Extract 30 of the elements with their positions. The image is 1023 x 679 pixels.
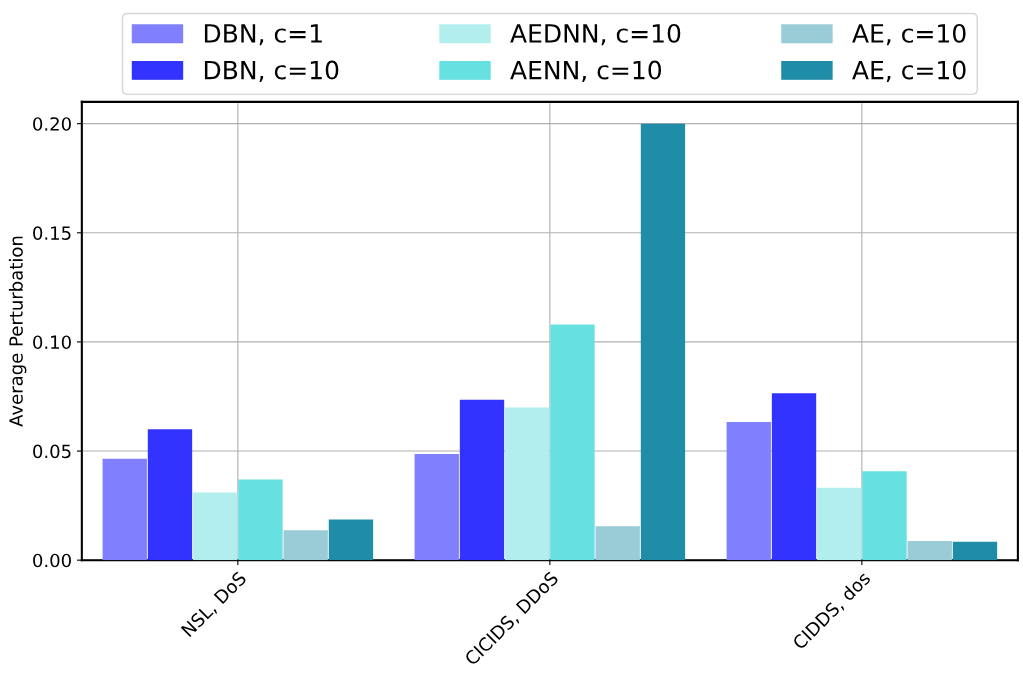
bar xyxy=(550,324,595,561)
bar xyxy=(414,453,459,561)
bar xyxy=(505,407,550,561)
bar xyxy=(459,399,505,561)
y-tick-label: 0.05 xyxy=(33,444,71,459)
y-tick-label: 0.10 xyxy=(33,335,71,350)
bar xyxy=(238,479,283,561)
bar xyxy=(907,540,952,561)
legend-label: AENN, c=10 xyxy=(510,60,662,83)
bar xyxy=(640,123,686,561)
legend-label: AE, c=10 xyxy=(852,60,966,83)
bar xyxy=(726,422,771,561)
y-tick-label: 0.20 xyxy=(33,117,71,131)
bar xyxy=(328,519,374,561)
bar xyxy=(147,429,193,561)
bar xyxy=(283,530,328,561)
legend-label: DBN, c=10 xyxy=(204,60,339,83)
bar xyxy=(193,492,238,561)
bar xyxy=(771,393,817,561)
legend-label: AE, c=10 xyxy=(852,23,966,46)
bar xyxy=(102,458,147,561)
legend-label: AEDNN, c=10 xyxy=(510,23,681,46)
bar xyxy=(817,487,862,561)
y-axis-title: Average Perturbation xyxy=(8,236,27,427)
legend-label: DBN, c=1 xyxy=(204,24,322,46)
y-tick-label: 0.15 xyxy=(33,226,71,240)
bar xyxy=(595,526,640,561)
bar xyxy=(862,471,907,561)
bar xyxy=(952,541,998,561)
y-tick-label: 0.00 xyxy=(33,553,71,568)
